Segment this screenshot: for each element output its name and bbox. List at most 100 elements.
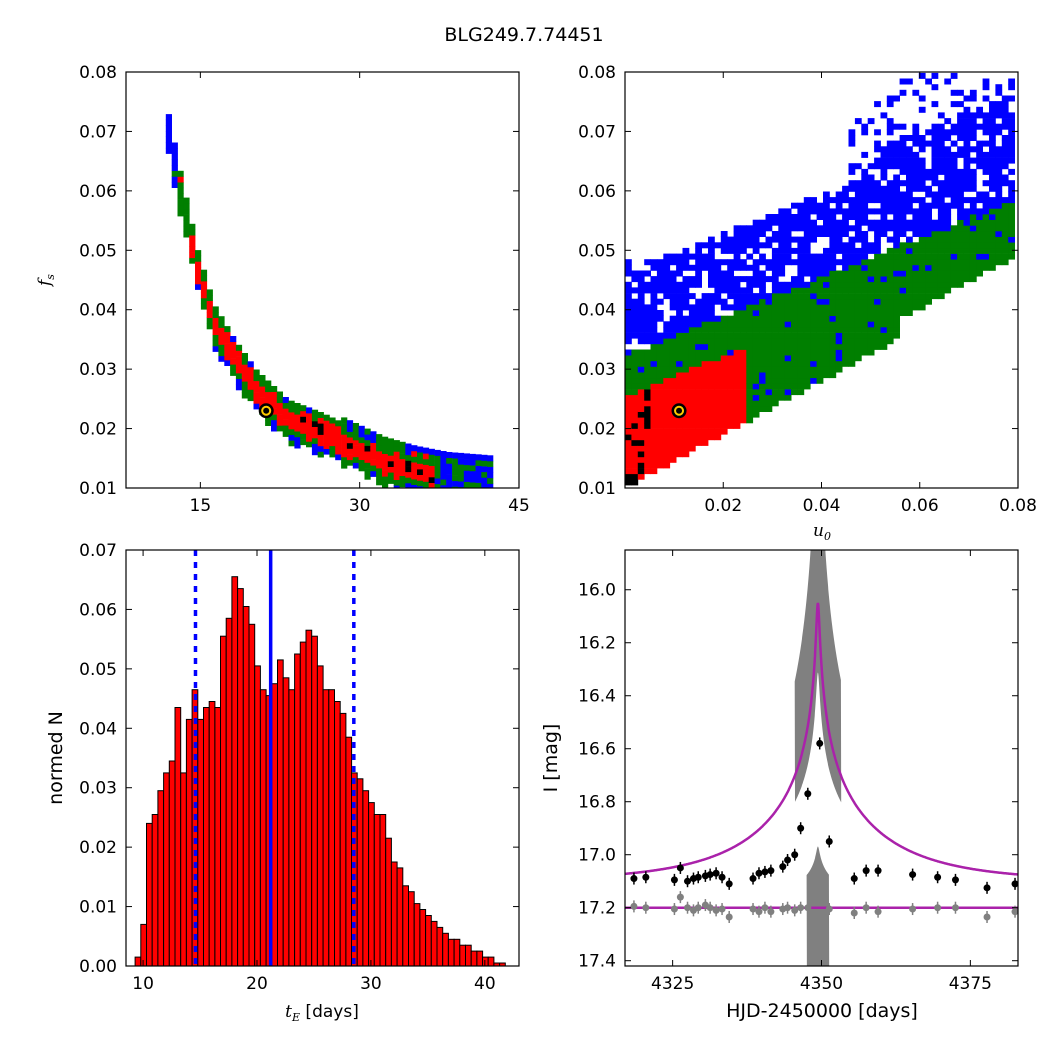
heatmap-cell (867, 208, 875, 215)
heatmap-cell (1001, 118, 1009, 125)
heatmap-cell (963, 163, 971, 170)
heatmap-cell (625, 321, 632, 328)
heatmap-cell (300, 422, 307, 429)
heatmap-cell (364, 445, 371, 452)
heatmap-cell (886, 185, 894, 192)
heatmap-cell (265, 386, 272, 393)
heatmap-cell (989, 118, 996, 125)
residual-point (755, 908, 763, 916)
heatmap-cell (259, 397, 266, 404)
heatmap-cell (886, 264, 894, 271)
heatmap-cell (733, 276, 741, 283)
heatmap-cell (475, 454, 482, 461)
heatmap-cell (810, 293, 817, 300)
heatmap-cell (778, 310, 786, 316)
heatmap-cell (893, 270, 900, 277)
heatmap-cell (663, 349, 671, 356)
heatmap-cell (810, 287, 817, 294)
heatmap-cell (797, 332, 805, 339)
heatmap-cell (957, 129, 964, 136)
heatmap-cell (644, 439, 651, 446)
heatmap-cell (311, 415, 319, 422)
heatmap-cell (1008, 219, 1015, 226)
heatmap-cell (650, 293, 658, 300)
heatmap-cell (720, 276, 728, 283)
heatmap-cell (1008, 151, 1015, 158)
heatmap-cell (791, 377, 798, 384)
heatmap-cell (663, 394, 671, 401)
heatmap-cell (644, 259, 651, 266)
heatmap-cell (874, 101, 881, 108)
heatmap-cell (835, 208, 843, 215)
heatmap-cell (765, 276, 773, 283)
heatmap-cell (364, 428, 371, 435)
heatmap-cell (912, 247, 920, 254)
heatmap-cell (797, 338, 805, 345)
heatmap-cell (937, 135, 945, 141)
heatmap-cell (810, 276, 817, 283)
heatmap-cell (688, 406, 696, 412)
heatmap-cell (676, 394, 683, 401)
heatmap-cell (803, 377, 811, 384)
heatmap-cell (925, 270, 932, 277)
heatmap-cell (880, 214, 888, 220)
heatmap-cell (165, 131, 172, 137)
heatmap-cell (650, 259, 658, 266)
heatmap-cell (829, 236, 837, 243)
heatmap-cell (727, 389, 734, 396)
heatmap-cell (440, 462, 447, 469)
heatmap-cell (925, 78, 932, 85)
x-tick-label: 15 (190, 496, 212, 516)
heatmap-cell (669, 326, 677, 333)
heatmap-cell (989, 146, 996, 153)
heatmap-cell (352, 456, 359, 463)
heatmap-cell (791, 343, 798, 350)
heatmap-cell (765, 242, 773, 249)
heatmap-cell (874, 253, 881, 260)
heatmap-cell (816, 310, 824, 316)
heatmap-cell (797, 360, 805, 367)
heatmap-cell (982, 78, 990, 85)
heatmap-cell (982, 163, 990, 170)
heatmap-cell (797, 253, 805, 260)
heatmap-cell (810, 259, 817, 266)
heatmap-cell (740, 259, 747, 266)
heatmap-cell (771, 321, 779, 328)
heatmap-cell (631, 434, 639, 441)
heatmap-cell (963, 208, 971, 215)
heatmap-cell (746, 411, 754, 418)
heatmap-cell (358, 437, 365, 444)
heatmap-cell (746, 242, 754, 249)
heatmap-cell (829, 332, 837, 339)
heatmap-cell (963, 129, 971, 136)
heatmap-cell (874, 163, 881, 170)
heatmap-cell (835, 310, 843, 316)
heatmap-cell (886, 293, 894, 300)
heatmap-cell (861, 242, 869, 249)
heatmap-cell (867, 281, 875, 288)
heatmap-cell (797, 377, 805, 384)
residual-point (983, 913, 991, 921)
heatmap-cell (1001, 253, 1009, 260)
heatmap-cell (457, 458, 465, 465)
heatmap-cell (656, 264, 664, 271)
heatmap-cell (867, 315, 875, 322)
heatmap-cell (195, 261, 202, 268)
heatmap-cell (778, 372, 786, 379)
heatmap-cell (393, 485, 400, 488)
heatmap-cell (625, 287, 632, 294)
heatmap-cell (989, 140, 996, 147)
heatmap-cell (487, 477, 494, 484)
heatmap-cell (950, 151, 958, 158)
heatmap-cell (676, 422, 683, 429)
heatmap-cell (446, 457, 453, 464)
heatmap-cell (765, 298, 773, 305)
heatmap-cell (899, 163, 907, 170)
heatmap-cell (893, 151, 900, 158)
heatmap-cell (842, 242, 849, 249)
heatmap-cell (963, 123, 971, 130)
heatmap-cell (816, 332, 824, 339)
heatmap-cell (714, 321, 722, 328)
heatmap-cell (733, 406, 741, 412)
heatmap-cell (720, 304, 728, 311)
